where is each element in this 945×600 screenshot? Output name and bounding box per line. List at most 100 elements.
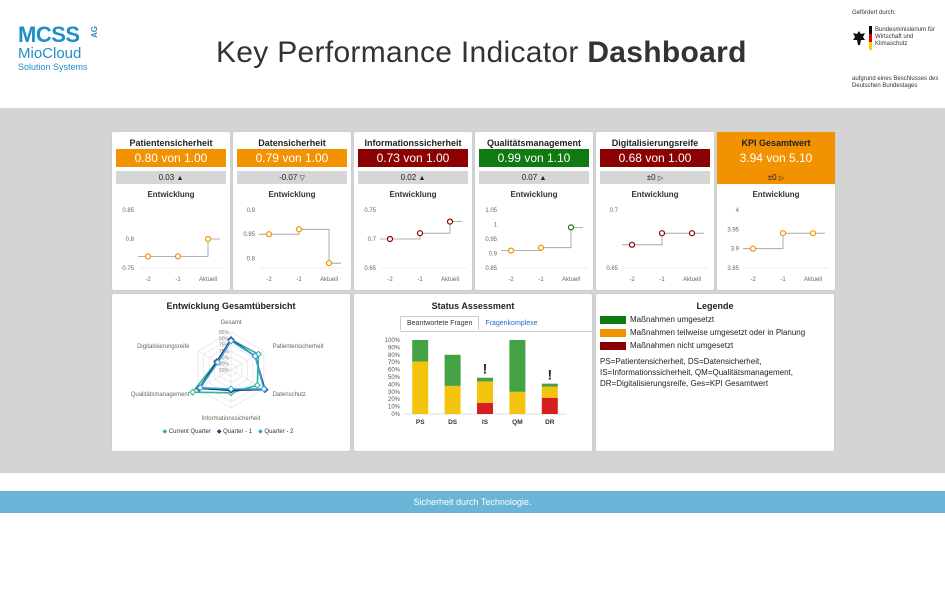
- bar-segment[interactable]: [541, 386, 558, 398]
- trend-point[interactable]: [688, 230, 696, 237]
- radar-point[interactable]: [227, 385, 235, 393]
- trend-point[interactable]: [295, 226, 303, 233]
- bar-segment[interactable]: [509, 340, 526, 392]
- tab-beantwortete-fragen[interactable]: Beantwortete Fragen: [400, 316, 480, 330]
- bar-segment[interactable]: [444, 385, 461, 414]
- radar-legend-label: Current Quarter: [168, 429, 211, 435]
- x-tick-label: -1: [417, 277, 423, 283]
- trend-point[interactable]: [809, 230, 817, 237]
- kpi-title: Informationssicherheit: [364, 138, 462, 148]
- radar-point[interactable]: [189, 388, 197, 396]
- x-tick-label: -1: [296, 277, 302, 283]
- trend-icon: ▲: [176, 175, 184, 182]
- trend-point[interactable]: [749, 245, 757, 252]
- radar-axis-label: Informationssicherheit: [202, 416, 261, 422]
- x-tick-label: Aktuell: [562, 277, 580, 283]
- bar-segment[interactable]: [412, 361, 429, 414]
- radar-legend-item[interactable]: ◆ Current Quarter: [163, 429, 211, 435]
- y-tick-label: 0.7: [610, 208, 619, 214]
- sponsor-intro: Gefördert durch:: [852, 10, 896, 16]
- tab-fragenkomplexe[interactable]: Fragenkomplexe: [485, 320, 538, 327]
- legend-swatch: [600, 315, 626, 324]
- bar-segment[interactable]: [412, 340, 429, 362]
- assessment-title: Status Assessment: [431, 301, 515, 311]
- y-tick-label: 3.9: [731, 247, 740, 253]
- kpi-value: 3.94 von 5.10: [721, 149, 831, 167]
- trend-point[interactable]: [174, 253, 182, 260]
- sponsor-ministry: Bundesministerium für Wirtschaft und Kli…: [875, 27, 935, 47]
- eagle-icon: [853, 31, 865, 45]
- trend-point[interactable]: [507, 247, 515, 254]
- assessment-bar-chart: 100%90% 80%70% 60%50%40% 30%20% 10%0% PS DS IS!…: [385, 338, 566, 426]
- logo-ag: AG: [90, 26, 99, 38]
- kpi-card[interactable]: Informationssicherheit 0.73 von 1.00 0.02 …: [354, 132, 472, 290]
- trend-point[interactable]: [386, 235, 394, 243]
- radar-point[interactable]: [253, 381, 261, 389]
- radar-axis-label: Gesamt: [220, 320, 241, 326]
- radar-ring-label: 75%: [219, 343, 230, 349]
- trend-point[interactable]: [628, 241, 636, 248]
- legend-item-teilweise: Maßnahmen teilweise umgesetzt oder in Pl…: [600, 328, 805, 337]
- trend-point[interactable]: [567, 224, 575, 231]
- kpi-card[interactable]: Digitalisierungsreife 0.68 von 1.00 ±0 ▷ En…: [596, 132, 714, 290]
- kpi-delta: 0.02 ▲: [358, 171, 468, 184]
- bar-segment[interactable]: [541, 397, 558, 414]
- header: MCSS AG MioCloud Solution Systems Key Pe…: [0, 0, 945, 108]
- kpi-delta-value: ±0: [646, 173, 656, 182]
- kpi-value: 0.79 von 1.00: [237, 149, 347, 167]
- trend-point[interactable]: [446, 218, 454, 225]
- kpi-card[interactable]: Patientensicherheit 0.80 von 1.00 0.03 ▲ En…: [112, 132, 230, 290]
- bar-segment[interactable]: [509, 391, 526, 414]
- legend-swatch: [600, 328, 626, 337]
- trend-point[interactable]: [416, 230, 424, 237]
- bar-y-tick: 100%: [385, 338, 401, 344]
- y-tick-label: 0.85: [485, 266, 497, 272]
- kpi-title: Datensicherheit: [258, 138, 326, 148]
- kpi-delta-value: 0.03: [158, 173, 175, 182]
- kpi-development-label: Entwicklung: [268, 190, 316, 199]
- y-tick-label: 0.65: [364, 266, 376, 272]
- radar-point[interactable]: [214, 358, 222, 366]
- tab-divider: [400, 331, 600, 332]
- dashboard-area: Patientensicherheit 0.80 von 1.00 0.03 ▲ En…: [0, 108, 945, 473]
- radar-chart: 85%80%75%70%65%60%55%GesamtPatientensich…: [131, 320, 324, 422]
- radar-ring-label: 85%: [219, 330, 230, 336]
- kpi-trend-chart: 0.75 0.7 0.65 -2 -1 Aktuell: [364, 208, 466, 283]
- bar-y-tick: 70%: [388, 360, 401, 366]
- radar-point[interactable]: [196, 384, 204, 392]
- kpi-card[interactable]: KPI Gesamtwert 3.94 von 5.10 ±0 ▷ Entwicklu…: [717, 132, 835, 290]
- legend-label: Maßnahmen nicht umgesetzt: [630, 341, 734, 350]
- radar-point[interactable]: [260, 385, 268, 393]
- trend-point[interactable]: [537, 244, 545, 251]
- y-tick-label: 0.8: [247, 256, 256, 262]
- radar-point[interactable]: [227, 337, 235, 345]
- radar-point[interactable]: [251, 352, 259, 360]
- trend-icon: ▷: [657, 175, 664, 182]
- radar-title: Entwicklung Gesamtübersicht: [166, 301, 296, 311]
- kpi-delta-value: 0.07: [521, 173, 538, 182]
- alert-icon: !: [483, 361, 488, 377]
- kpi-card[interactable]: Qualitätsmanagement 0.99 von 1.10 0.07 ▲ En…: [475, 132, 593, 290]
- bar-segment[interactable]: [477, 377, 493, 382]
- company-logo[interactable]: MCSS AG MioCloud Solution Systems: [18, 24, 108, 78]
- trend-icon: ▷: [778, 175, 785, 182]
- radar-legend-item[interactable]: ◆ Quarter - 2: [258, 429, 293, 435]
- legend-card: Legende Maßnahmen umgesetzt Maßnahmen te…: [596, 294, 834, 451]
- y-tick-label: 0.9: [247, 208, 256, 214]
- kpi-card[interactable]: Datensicherheit 0.79 von 1.00 -0.07 ▽ Entwi…: [233, 132, 351, 290]
- assessment-card: Status Assessment Beantwortete Fragen Fra…: [354, 294, 600, 451]
- trend-point[interactable]: [325, 260, 333, 267]
- trend-point[interactable]: [658, 230, 666, 237]
- trend-point[interactable]: [144, 253, 152, 260]
- kpi-delta-value: 0.02: [400, 173, 417, 182]
- bar-segment[interactable]: [541, 383, 558, 387]
- trend-point[interactable]: [265, 231, 273, 238]
- bar-segment[interactable]: [444, 354, 461, 386]
- trend-point[interactable]: [779, 230, 787, 237]
- bar-segment[interactable]: [477, 402, 493, 414]
- x-tick-label: Aktuell: [320, 277, 338, 283]
- radar-legend-item[interactable]: ◆ Quarter - 1: [217, 429, 252, 435]
- trend-point[interactable]: [204, 235, 212, 243]
- bar-segment[interactable]: [477, 381, 493, 403]
- radar-legend-label: Quarter - 2: [264, 429, 294, 435]
